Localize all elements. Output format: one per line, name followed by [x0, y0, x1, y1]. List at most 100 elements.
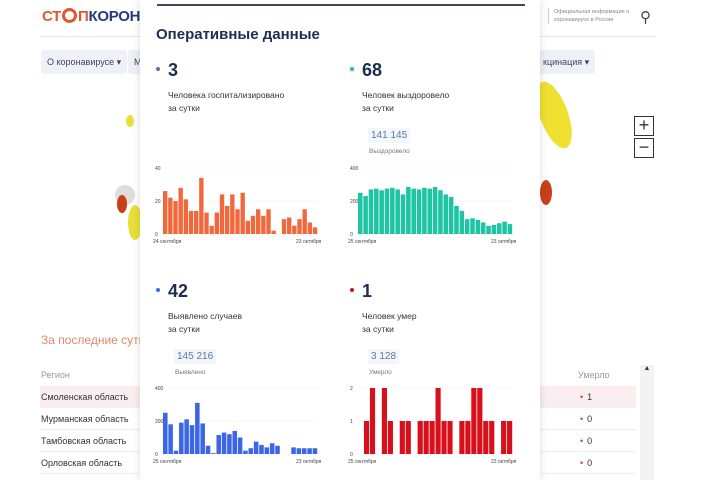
bar[interactable] — [483, 421, 489, 454]
bar[interactable] — [205, 445, 211, 454]
bar[interactable] — [307, 222, 313, 234]
bar[interactable] — [443, 194, 449, 234]
bar[interactable] — [395, 189, 400, 234]
bar[interactable] — [302, 209, 307, 234]
bar[interactable] — [287, 217, 292, 235]
bar[interactable] — [225, 205, 230, 234]
bar[interactable] — [189, 425, 195, 454]
bar[interactable] — [496, 223, 502, 234]
bar[interactable] — [237, 437, 243, 455]
bar[interactable] — [502, 221, 507, 234]
bar[interactable] — [216, 435, 221, 454]
bar[interactable] — [184, 419, 189, 454]
bar[interactable] — [454, 205, 459, 234]
bar[interactable] — [253, 441, 259, 454]
bar[interactable] — [435, 388, 441, 454]
bar[interactable] — [163, 412, 168, 454]
bar[interactable] — [471, 388, 477, 454]
bar[interactable] — [400, 194, 406, 234]
bar[interactable] — [183, 199, 189, 234]
bar[interactable] — [368, 189, 374, 234]
zoom-in-button[interactable]: + — [634, 116, 654, 136]
bar[interactable] — [199, 177, 204, 234]
bar[interactable] — [292, 225, 297, 234]
bar[interactable] — [470, 218, 475, 234]
bar[interactable] — [243, 450, 248, 454]
bar[interactable] — [465, 421, 471, 454]
bar[interactable] — [416, 189, 422, 234]
bar[interactable] — [459, 421, 465, 454]
bar[interactable] — [209, 225, 214, 234]
bar[interactable] — [250, 215, 256, 234]
bar[interactable] — [256, 209, 261, 234]
bar[interactable] — [390, 187, 395, 234]
bar[interactable] — [438, 190, 443, 234]
bar[interactable] — [281, 219, 287, 234]
bar[interactable] — [312, 448, 318, 454]
bar[interactable] — [441, 421, 447, 454]
bar[interactable] — [168, 424, 173, 454]
bar[interactable] — [188, 210, 194, 234]
bar[interactable] — [489, 421, 495, 454]
bar[interactable] — [179, 422, 184, 454]
bar[interactable] — [422, 187, 427, 234]
bar[interactable] — [423, 421, 429, 454]
bar[interactable] — [363, 196, 368, 234]
bar[interactable] — [296, 448, 302, 454]
bar[interactable] — [411, 188, 416, 234]
bar[interactable] — [312, 227, 318, 234]
bar[interactable] — [358, 192, 363, 234]
bar[interactable] — [379, 190, 384, 234]
bar[interactable] — [459, 210, 465, 234]
bar[interactable] — [417, 421, 423, 454]
bar[interactable] — [275, 445, 280, 454]
bar[interactable] — [163, 191, 168, 234]
bar[interactable] — [501, 421, 507, 454]
bar[interactable] — [301, 448, 307, 454]
bar[interactable] — [214, 212, 220, 234]
bar[interactable] — [464, 219, 470, 234]
bar[interactable] — [219, 194, 225, 234]
bar[interactable] — [235, 209, 240, 234]
bar[interactable] — [486, 225, 491, 234]
bar[interactable] — [248, 448, 254, 454]
bar[interactable] — [405, 421, 411, 454]
bar[interactable] — [432, 186, 438, 234]
bar[interactable] — [232, 430, 238, 454]
bar[interactable] — [173, 450, 179, 454]
bar[interactable] — [507, 224, 513, 234]
bar[interactable] — [173, 201, 178, 234]
bar[interactable] — [204, 212, 209, 234]
bar[interactable] — [447, 421, 453, 454]
bar[interactable] — [477, 388, 483, 454]
bar[interactable] — [168, 197, 173, 234]
bar[interactable] — [297, 219, 302, 234]
bar[interactable] — [387, 421, 393, 454]
search-icon[interactable]: ⚲ — [640, 9, 651, 26]
bar[interactable] — [195, 402, 200, 454]
bar[interactable] — [221, 432, 227, 454]
nav-vaccination[interactable]: кцинация ▾ — [535, 50, 596, 74]
bar[interactable] — [211, 453, 216, 454]
bar[interactable] — [259, 444, 264, 454]
bar[interactable] — [227, 434, 232, 454]
bar[interactable] — [271, 230, 276, 234]
bar[interactable] — [384, 188, 390, 234]
bar[interactable] — [374, 188, 379, 234]
bar[interactable] — [266, 209, 271, 234]
bar[interactable] — [480, 222, 486, 234]
bar[interactable] — [240, 192, 245, 234]
bar[interactable] — [178, 187, 183, 234]
bar[interactable] — [507, 421, 513, 454]
bar[interactable] — [427, 188, 433, 234]
bar[interactable] — [264, 447, 270, 454]
nav-about[interactable]: О коронавирусе ▾ — [41, 50, 128, 74]
bar[interactable] — [200, 423, 205, 454]
bar[interactable] — [230, 194, 235, 234]
bar[interactable] — [307, 448, 312, 454]
bar[interactable] — [363, 421, 370, 454]
bar[interactable] — [291, 447, 296, 454]
bar[interactable] — [369, 388, 376, 454]
bar[interactable] — [261, 215, 266, 234]
bar[interactable] — [245, 220, 251, 234]
